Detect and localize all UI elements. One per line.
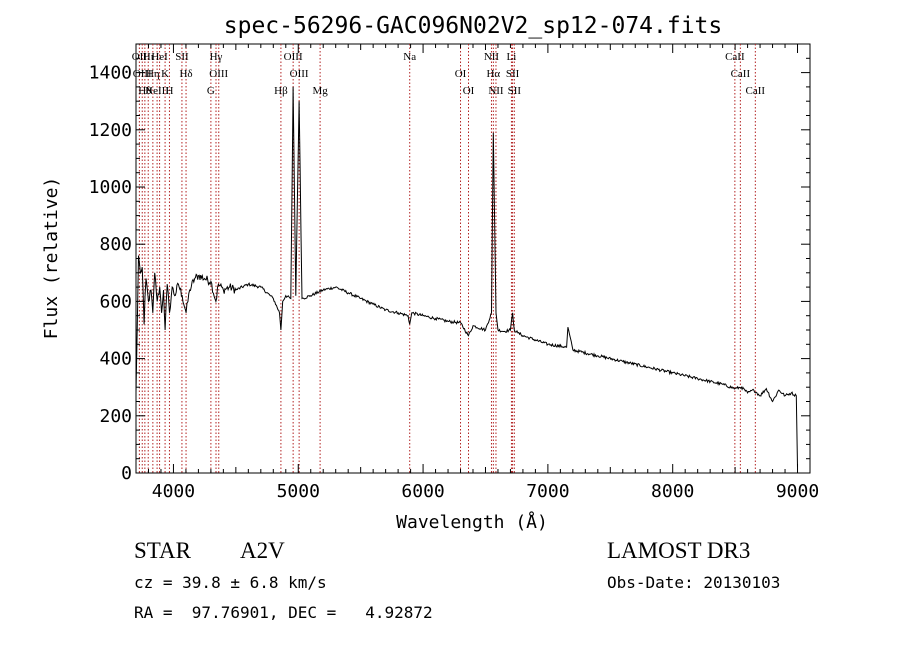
line-markers xyxy=(138,44,756,473)
x-tick-label: 8000 xyxy=(651,481,694,502)
line-marker-label: OI xyxy=(455,68,467,80)
observation-date: Obs-Date: 20130103 xyxy=(607,573,781,592)
line-marker-label: Hι xyxy=(143,51,154,63)
line-marker-label: Hδ xyxy=(179,68,192,80)
redshift-value: cz = 39.8 ± 6.8 km/s xyxy=(134,573,327,592)
object-class: STAR xyxy=(134,538,191,563)
y-tick-label: 1400 xyxy=(89,63,132,84)
axes: 4000 5000 6000 7000 8000 9000 0 200 400 600 800 100… xyxy=(89,43,819,502)
x-tick-label: 5000 xyxy=(277,481,320,502)
spectrum-chart: spec-56296-GAC096N02V2_sp12-074.fits OII… xyxy=(41,13,819,533)
y-tick-label: 1200 xyxy=(89,120,132,141)
coordinates: RA = 97.76901, DEC = 4.92872 xyxy=(134,603,433,622)
line-marker-label: SII xyxy=(506,68,520,80)
line-marker-label: Hα xyxy=(486,68,500,80)
line-marker-label: CaII xyxy=(746,85,766,97)
x-tick-label: 6000 xyxy=(401,481,444,502)
line-marker-label: Hη xyxy=(146,68,160,80)
y-tick-label: 400 xyxy=(99,349,132,370)
object-subclass: A2V xyxy=(240,538,285,563)
line-marker-label: NeIII xyxy=(145,85,169,97)
line-marker-label: Hγ xyxy=(210,51,223,63)
line-marker-label: OIII xyxy=(284,51,303,63)
x-tick-label: 4000 xyxy=(152,481,195,502)
line-marker-label: Hθ xyxy=(138,85,151,97)
line-marker-label: K xyxy=(161,68,169,80)
x-tick-label: 9000 xyxy=(776,481,819,502)
line-marker-label: OIII xyxy=(290,68,309,80)
line-marker-label: OIII xyxy=(209,68,228,80)
y-tick-label: 0 xyxy=(121,463,132,484)
line-marker-label: Li xyxy=(507,51,517,63)
line-marker-label: CaII xyxy=(731,68,751,80)
y-axis-label: Flux (relative) xyxy=(41,177,62,340)
spectrum-line xyxy=(135,86,798,468)
line-marker-label: NII xyxy=(488,85,504,97)
line-marker-label: CaII xyxy=(725,51,745,63)
line-marker-label: Mg xyxy=(312,85,328,97)
line-marker-label: SII xyxy=(175,51,189,63)
y-tick-label: 800 xyxy=(99,234,132,255)
line-marker-label: OI xyxy=(463,85,475,97)
chart-title: spec-56296-GAC096N02V2_sp12-074.fits xyxy=(224,13,723,39)
line-marker-label: SII xyxy=(508,85,522,97)
line-marker-label: HeI xyxy=(151,51,168,63)
x-axis-label: Wavelength (Å) xyxy=(396,511,548,533)
plot-frame xyxy=(135,43,811,474)
y-tick-label: 200 xyxy=(99,406,132,427)
line-marker-label: OII xyxy=(132,51,148,63)
x-tick-label: 7000 xyxy=(526,481,569,502)
y-tick-label: 1000 xyxy=(89,177,132,198)
y-tick-label: 600 xyxy=(99,291,132,312)
line-marker-label: Hβ xyxy=(274,85,288,97)
line-marker-label: OIII xyxy=(133,68,152,80)
line-marker-label: G xyxy=(207,85,215,97)
survey-name: LAMOST DR3 xyxy=(607,538,751,563)
line-marker-label: H xyxy=(165,85,173,97)
line-marker-label: Na xyxy=(403,51,416,63)
line-marker-label: NII xyxy=(484,51,500,63)
line-marker-labels: OIIOIIIHθHιHηNeIIIHeIKHSIIHδGHγOIIIHβOII… xyxy=(132,51,766,97)
